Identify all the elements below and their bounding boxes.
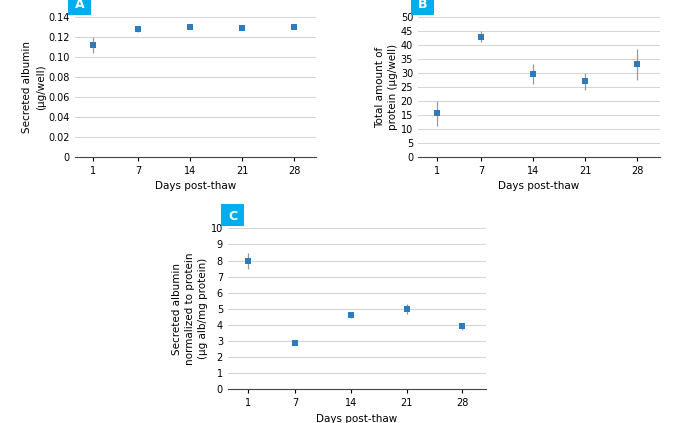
Text: A: A [75, 0, 84, 11]
Y-axis label: Secreted albumin
(μg/well): Secreted albumin (μg/well) [22, 41, 46, 133]
Text: B: B [418, 0, 428, 11]
Y-axis label: Secreted albumin
normalized to protein
(μg alb/mg protein): Secreted albumin normalized to protein (… [171, 253, 208, 365]
X-axis label: Days post-thaw: Days post-thaw [155, 181, 236, 192]
Y-axis label: Total amount of
protein (μg/well): Total amount of protein (μg/well) [375, 44, 398, 130]
X-axis label: Days post-thaw: Days post-thaw [316, 414, 398, 423]
Text: C: C [228, 210, 237, 223]
X-axis label: Days post-thaw: Days post-thaw [498, 181, 579, 192]
